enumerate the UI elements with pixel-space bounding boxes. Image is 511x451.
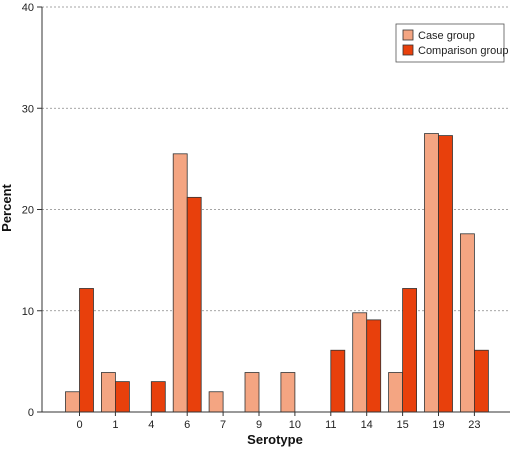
x-tick-label: 10 [289, 419, 301, 431]
y-tick-label: 40 [22, 2, 34, 14]
x-tick-label: 15 [396, 419, 408, 431]
legend-swatch-comparison-group [402, 44, 414, 56]
legend-frame [395, 23, 505, 63]
x-axis-title: Serotype [247, 432, 303, 447]
bar-comparison-group-serotype-23 [473, 349, 489, 413]
bar-comparison-group-serotype-11 [330, 349, 346, 413]
bar-case-group-serotype-23 [459, 233, 475, 413]
bar-comparison-group-serotype-14 [366, 319, 382, 413]
x-tick-label: 11 [325, 419, 336, 431]
axes [37, 6, 510, 416]
bar-comparison-group-serotype-0 [79, 288, 94, 413]
bar-case-group-serotype-15 [388, 372, 404, 413]
legend-label-comparison-group: Comparison group [418, 45, 509, 57]
x-tick-label: 9 [256, 419, 262, 431]
bar-case-group-serotype-6 [172, 153, 188, 413]
bars [65, 133, 489, 413]
x-tick-label: 6 [184, 419, 190, 431]
y-tick-label: 0 [28, 407, 34, 419]
x-tick-label: 23 [468, 419, 480, 431]
legend-swatch-case-group [402, 29, 414, 41]
bar-comparison-group-serotype-19 [438, 135, 453, 413]
bar-comparison-group-serotype-1 [115, 381, 130, 413]
legend: Case group Comparison group [395, 23, 509, 63]
x-tick-label: 7 [220, 419, 226, 431]
x-tick-label: 14 [361, 419, 373, 431]
y-tick-label: 10 [22, 306, 34, 318]
y-tick-label: 30 [22, 103, 34, 115]
bar-comparison-group-serotype-4 [150, 381, 166, 413]
bar-comparison-group-serotype-6 [186, 196, 202, 413]
bar-case-group-serotype-1 [101, 372, 116, 413]
x-tick-label: 19 [432, 419, 444, 431]
legend-label-case-group: Case group [418, 30, 475, 42]
x-tick-label: 0 [76, 419, 82, 431]
bar-case-group-serotype-9 [244, 372, 260, 413]
bar-case-group-serotype-0 [65, 391, 80, 413]
x-tick-label: 1 [112, 419, 118, 431]
y-axis-title: Percent [0, 183, 14, 231]
bar-case-group-serotype-10 [280, 372, 296, 413]
bar-case-group-serotype-7 [208, 391, 224, 413]
x-tick-label: 4 [148, 419, 154, 431]
y-tick-label: 20 [22, 205, 34, 217]
bar-case-group-serotype-14 [352, 312, 368, 413]
bar-case-group-serotype-19 [424, 133, 439, 413]
bar-comparison-group-serotype-15 [402, 288, 418, 413]
